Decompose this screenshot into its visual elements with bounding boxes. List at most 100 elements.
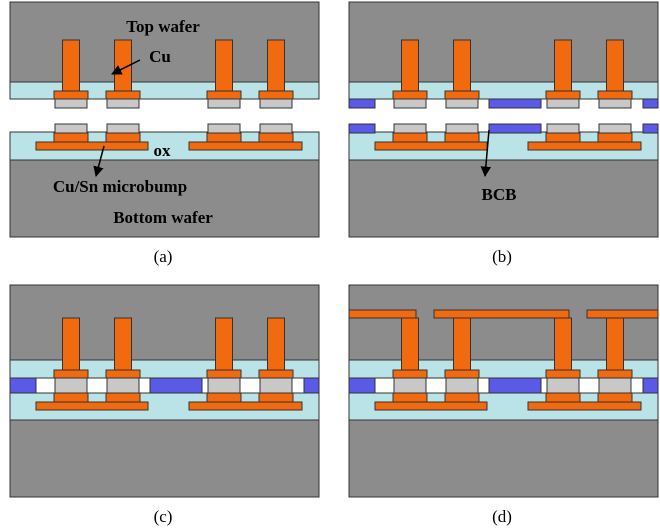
cu-pad: [207, 370, 241, 378]
cu-pillar: [402, 318, 419, 370]
process-panels: [10, 2, 658, 497]
figure: Top wafer Cu ox Cu/Sn microbump Bottom w…: [0, 0, 660, 529]
cu-pad: [445, 393, 479, 402]
bonded-bump: [260, 378, 292, 393]
solder-cap: [446, 124, 478, 133]
bonded-bump: [446, 378, 478, 393]
label: Top wafer: [126, 17, 200, 36]
label: Cu/Sn microbump: [53, 177, 187, 196]
bcb: [349, 378, 375, 393]
bcb: [150, 378, 202, 393]
solder-cap: [446, 99, 478, 108]
cu-pillar: [63, 40, 80, 91]
bcb: [304, 378, 319, 393]
solder-cap: [394, 99, 426, 108]
solder-cap: [208, 99, 240, 108]
cu-trace: [189, 402, 302, 410]
cu-trace: [189, 142, 302, 150]
cu-pillar: [268, 40, 285, 91]
cu-pad: [393, 133, 427, 142]
cu-trace: [36, 402, 148, 410]
cu-trace: [36, 142, 148, 150]
cu-pad: [598, 133, 632, 142]
cu-pad: [207, 91, 241, 99]
cu-pillar: [115, 318, 132, 370]
cu-pad: [598, 91, 632, 99]
solder-cap: [107, 124, 139, 133]
solder-cap: [107, 99, 139, 108]
bcb: [489, 378, 541, 393]
cu-pad: [546, 393, 580, 402]
caption: (c): [154, 507, 173, 526]
cu-trace: [528, 142, 641, 150]
cu-pillar: [268, 318, 285, 370]
solder-cap: [547, 99, 579, 108]
cu-pad: [393, 370, 427, 378]
caption: (d): [492, 507, 512, 526]
cu-trace: [375, 142, 487, 150]
bonded-bump: [547, 378, 579, 393]
cu-pad: [207, 393, 241, 402]
bottom-wafer: [10, 420, 319, 497]
solder-cap: [55, 124, 87, 133]
cu-pad: [259, 91, 293, 99]
bcb: [10, 378, 36, 393]
label: Cu: [149, 47, 171, 66]
bonded-bump: [394, 378, 426, 393]
cu-pad: [54, 91, 88, 99]
cu-pad: [54, 370, 88, 378]
solder-cap: [599, 124, 631, 133]
cu-pillar: [607, 318, 624, 370]
label: BCB: [482, 185, 517, 204]
bcb: [349, 99, 375, 108]
top-metal: [434, 310, 569, 318]
solder-cap: [394, 124, 426, 133]
cu-pillar: [216, 318, 233, 370]
cu-pad: [445, 91, 479, 99]
label: Bottom wafer: [113, 208, 213, 227]
bonded-bump: [208, 378, 240, 393]
bonded-bump: [599, 378, 631, 393]
cu-pillar: [454, 318, 471, 370]
cu-pillar: [216, 40, 233, 91]
solder-cap: [599, 99, 631, 108]
cu-pad: [106, 133, 140, 142]
caption: (a): [154, 247, 173, 266]
cu-pillar: [454, 40, 471, 91]
cu-pad: [393, 393, 427, 402]
caption: (b): [492, 247, 512, 266]
bottom-wafer: [349, 420, 658, 497]
cu-pad: [54, 393, 88, 402]
solder-cap: [547, 124, 579, 133]
cu-trace: [375, 402, 487, 410]
label: ox: [154, 141, 172, 160]
solder-cap: [260, 124, 292, 133]
cu-pillar: [555, 318, 572, 370]
cu-pad: [106, 370, 140, 378]
cu-pillar: [63, 318, 80, 370]
cu-trace: [528, 402, 641, 410]
cu-pad: [598, 370, 632, 378]
bonded-bump: [107, 378, 139, 393]
cu-pad: [259, 393, 293, 402]
cu-pad: [445, 370, 479, 378]
bcb: [643, 378, 658, 393]
cu-pad: [393, 91, 427, 99]
cu-pillar: [555, 40, 572, 91]
cu-pad: [445, 133, 479, 142]
cu-pad: [259, 370, 293, 378]
top-metal: [587, 310, 658, 318]
bcb: [349, 124, 375, 133]
solder-cap: [260, 99, 292, 108]
bcb: [643, 124, 658, 133]
cu-pillar: [402, 40, 419, 91]
cu-pillar: [607, 40, 624, 91]
top-metal: [349, 310, 416, 318]
cu-pad: [546, 370, 580, 378]
cu-pad: [259, 133, 293, 142]
bcb: [489, 124, 541, 133]
cu-pad: [207, 133, 241, 142]
cu-pad: [546, 91, 580, 99]
cu-pad: [598, 393, 632, 402]
cu-pad: [106, 393, 140, 402]
